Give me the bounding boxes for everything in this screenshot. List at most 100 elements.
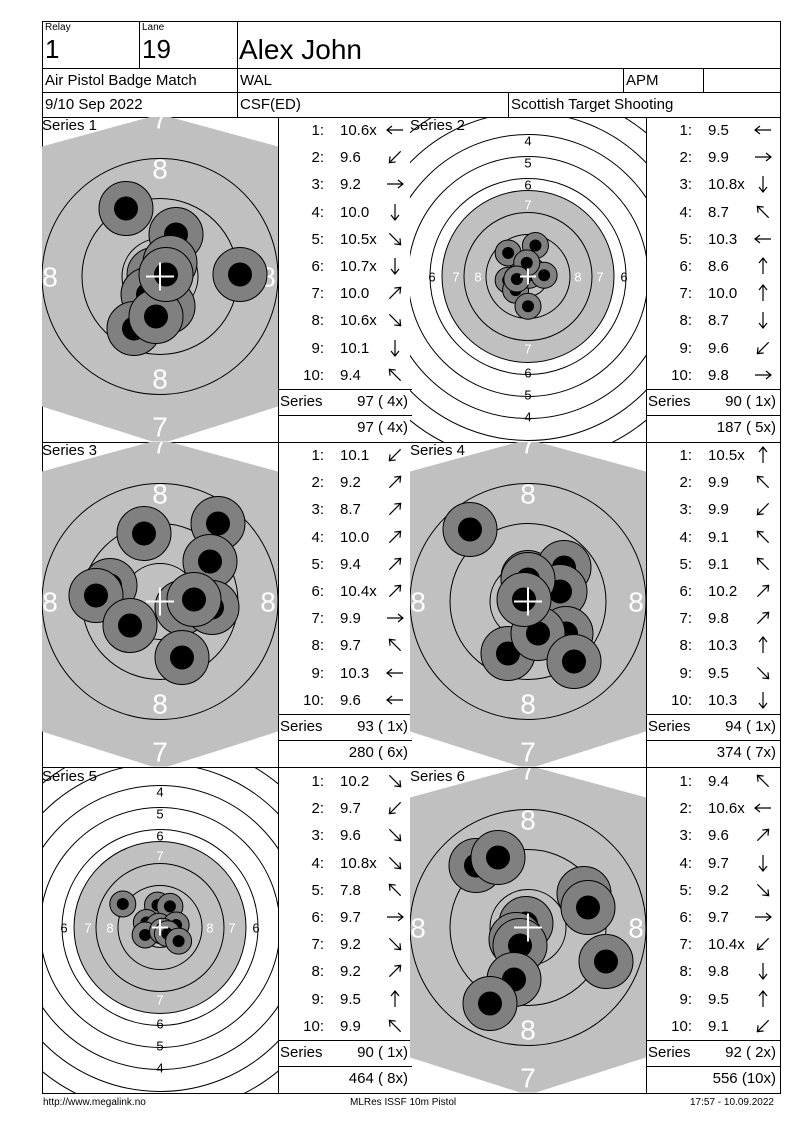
shot-row: 5: 9.1 [646, 551, 780, 578]
running-total-row: 464 ( 8x) [280, 1066, 408, 1092]
shot-score: 9.9 [708, 501, 729, 519]
shot-number: 8: [679, 312, 692, 330]
shot-score: 10.7x [340, 258, 377, 275]
shot-row: 7: 10.4x [646, 931, 780, 958]
series-total-row: Series 93 ( 1x) [280, 714, 408, 740]
direction-arrow-icon [756, 829, 770, 842]
direction-arrow-icon [390, 258, 400, 275]
shot-impact-core [508, 933, 532, 958]
footer-url[interactable]: http://www.megalink.no [43, 1097, 146, 1108]
series-total-value: 90 ( 1x) [357, 1044, 408, 1061]
shot-impact-core [520, 256, 533, 269]
shot-score: 10.8x [340, 854, 377, 872]
direction-arrow-icon [758, 312, 768, 330]
shot-impact-core [502, 246, 515, 259]
shot-score: 10.0 [340, 285, 370, 303]
target-ring [42, 483, 278, 720]
target-ring [410, 134, 646, 419]
divider [42, 92, 781, 93]
shot-score: 9.5 [708, 990, 729, 1008]
shot-row: 7: 10.0 [278, 280, 412, 307]
direction-arrow-icon [758, 963, 768, 981]
divider [42, 117, 781, 118]
direction-arrow-icon [758, 257, 768, 274]
ring-number: 7 [520, 1063, 536, 1094]
shot-score: 10.6x [340, 312, 377, 330]
divider [42, 442, 412, 443]
direction-arrow-icon [756, 1019, 770, 1033]
shot-impact-core [486, 845, 510, 870]
series-total-row: Series 92 ( 2x) [648, 1040, 776, 1066]
shot-row: 10: 9.1 [646, 1013, 780, 1040]
running-total-row: 374 ( 7x) [648, 740, 776, 766]
shot-impact-core [139, 928, 152, 941]
shot-row: 2: 9.9 [646, 469, 780, 496]
series-title: Series 2 [410, 117, 466, 134]
shot-number: 1: [679, 447, 692, 464]
divider [42, 1093, 412, 1094]
ring-number: 7 [520, 442, 536, 460]
direction-arrow-icon [390, 339, 400, 357]
direction-arrow-icon [756, 557, 770, 570]
shot-number: 9: [311, 664, 324, 682]
ring-number: 6 [156, 1017, 163, 1032]
divider [646, 415, 780, 416]
shot-row: 2: 10.6x [646, 795, 780, 822]
shot-score: 9.5 [340, 990, 361, 1008]
shot-number: 9: [679, 664, 692, 682]
shot-score: 7.8 [340, 881, 361, 899]
target-ring [463, 212, 593, 341]
match-date: 9/10 Sep 2022 [45, 96, 143, 113]
shot-number: 5: [311, 230, 324, 248]
ring-number: 5 [524, 388, 531, 403]
divider [646, 1040, 780, 1041]
shot-row: 6: 9.7 [646, 904, 780, 931]
series-total-label: Series [648, 1044, 691, 1061]
shot-impact-core [118, 613, 142, 638]
shot-number: 2: [311, 474, 324, 492]
shot-impact-core [198, 549, 222, 574]
shot-number: 10: [303, 691, 324, 709]
shot-score: 9.7 [708, 854, 729, 872]
series-total-row: Series 90 ( 1x) [648, 389, 776, 415]
shot-row: 8: 9.2 [278, 958, 412, 985]
target-ring [410, 483, 646, 720]
shot-score: 9.2 [340, 936, 361, 954]
direction-arrow-icon [388, 151, 402, 164]
shot-row: 8: 10.3 [646, 632, 780, 659]
shot-number: 7: [311, 610, 324, 628]
lane-value: 19 [142, 34, 171, 64]
shot-row: 3: 10.8x [646, 171, 780, 198]
shot-row: 9: 10.1 [278, 335, 412, 362]
target-ring [42, 807, 278, 1048]
running-total-row: 97 ( 4x) [280, 415, 408, 441]
divider [278, 714, 412, 715]
series-total-value: 93 ( 1x) [357, 718, 408, 735]
shot-number: 7: [679, 285, 692, 303]
shot-number: 7: [679, 936, 692, 954]
target-panel: 7 8 8 7 8 8 Series 1 [42, 117, 278, 442]
direction-arrow-icon [758, 284, 768, 302]
shot-row: 10: 10.3 [646, 687, 780, 714]
ring-number: 6 [252, 921, 259, 936]
ring-number: 8 [520, 805, 536, 836]
direction-arrow-icon [387, 613, 404, 623]
running-total-row: 280 ( 6x) [280, 740, 408, 766]
shot-row: 1: 10.6x [278, 117, 412, 144]
shot-row: 7: 9.2 [278, 931, 412, 958]
divider [278, 415, 412, 416]
shot-row: 1: 10.5x [646, 442, 780, 469]
direction-arrow-icon [390, 989, 400, 1007]
shot-score: 9.2 [340, 474, 361, 492]
frame-top [42, 21, 781, 22]
ring-number: 8 [42, 587, 58, 618]
series-total-label: Series [280, 393, 323, 410]
direction-arrow-icon [388, 829, 402, 842]
shot-number: 9: [311, 990, 324, 1008]
shot-impact-core [228, 262, 252, 287]
shot-number: 2: [679, 474, 692, 492]
shot-impact-core [144, 304, 168, 329]
shot-score: 10.2 [708, 583, 738, 600]
series-title: Series 6 [410, 768, 466, 785]
direction-arrow-icon [756, 475, 770, 489]
